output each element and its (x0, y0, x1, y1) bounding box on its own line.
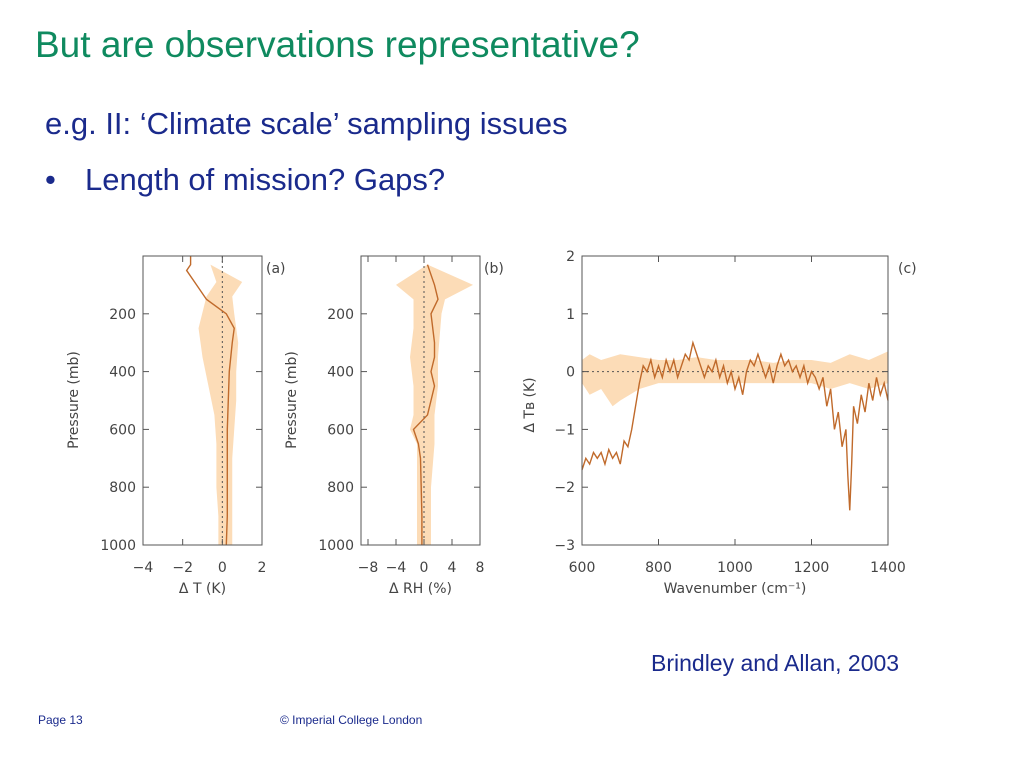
panel-a-y-tick-label: 200 (109, 307, 136, 323)
panel-b-y-tick-label: 400 (327, 365, 354, 381)
bullet-item: • Length of mission? Gaps? (45, 162, 445, 198)
panel-a-y-tick-label: 1000 (100, 538, 136, 554)
panel-b-x-tick-label: 8 (476, 560, 485, 576)
footer-page-number: Page 13 (38, 713, 83, 727)
panel-c-y-axis-label: Δ Tʙ (K) (522, 377, 538, 432)
panel-c-uncertainty-band (582, 351, 888, 407)
panel-c-y-tick-label: 0 (566, 365, 575, 381)
panel-b-difference-line (412, 264, 439, 545)
panel-c-x-tick-label: 1200 (794, 560, 830, 576)
panel-b-x-tick-label: −4 (386, 560, 407, 576)
panel-b-x-tick-label: 4 (448, 560, 457, 576)
panel-b-label: (b) (484, 261, 504, 277)
panel-c-y-tick-label: −2 (554, 480, 575, 496)
panel-c-x-axis-label: Wavenumber (cm⁻¹) (664, 581, 807, 597)
panel-a-x-tick-label: 0 (218, 560, 227, 576)
panel-c-y-tick-label: −1 (554, 422, 575, 438)
panel-b-y-tick-label: 200 (327, 307, 354, 323)
panel-b-y-axis-label: Pressure (mb) (284, 351, 300, 449)
panel-a-y-tick-label: 400 (109, 365, 136, 381)
panel-a-difference-line (185, 256, 235, 546)
panel-a-frame (142, 255, 263, 546)
panel-b-y-tick-label: 800 (327, 480, 354, 496)
citation: Brindley and Allan, 2003 (651, 650, 900, 676)
panel-b-x-axis-label: Δ RH (%) (389, 581, 452, 597)
panel-c-x-tick-label: 1400 (870, 560, 906, 576)
slide-title: But are observations representative? (35, 24, 640, 65)
panel-c-frame (581, 255, 889, 546)
panel-b-uncertainty-band (396, 264, 473, 545)
panel-a-x-tick-label: −4 (133, 560, 154, 576)
panel-c-y-tick-label: −3 (554, 538, 575, 554)
panel-a-x-tick-label: 2 (258, 560, 267, 576)
panel-a-y-tick-label: 800 (109, 480, 136, 496)
panel-a-x-tick-label: −2 (172, 560, 193, 576)
panel-c-x-tick-label: 600 (569, 560, 596, 576)
panel-a-y-tick-label: 600 (109, 422, 136, 438)
footer-copyright: © Imperial College London (280, 713, 423, 727)
panel-a-uncertainty-band (198, 264, 243, 545)
panel-b-frame (360, 255, 481, 546)
panel-c-y-tick-label: 1 (566, 307, 575, 323)
panel-b-y-tick-label: 600 (327, 422, 354, 438)
panel-b-y-tick-label: 1000 (318, 538, 354, 554)
panel-a-y-axis-label: Pressure (mb) (66, 351, 82, 449)
panel-a-label: (a) (266, 261, 286, 277)
panel-c-label: (c) (898, 261, 917, 277)
panel-a-x-axis-label: Δ T (K) (179, 581, 226, 597)
bullet-text: Length of mission? Gaps? (85, 162, 446, 197)
panel-c-difference-line (581, 340, 889, 511)
bullet-marker: • (45, 162, 56, 197)
panel-c-y-tick-label: 2 (566, 249, 575, 265)
panel-b-x-tick-label: −8 (358, 560, 379, 576)
panel-b-x-tick-label: 0 (420, 560, 429, 576)
panel-c-x-tick-label: 800 (645, 560, 672, 576)
slide-subheading: e.g. II: ‘Climate scale’ sampling issues (45, 106, 568, 141)
panel-c-x-tick-label: 1000 (717, 560, 753, 576)
